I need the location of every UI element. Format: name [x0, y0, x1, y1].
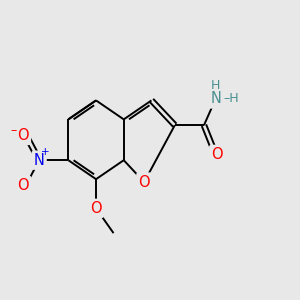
Text: O: O	[90, 201, 102, 216]
Text: H: H	[211, 79, 220, 92]
Text: –H: –H	[224, 92, 239, 106]
Text: O: O	[138, 175, 150, 190]
Text: +: +	[41, 147, 50, 157]
Text: N: N	[34, 153, 45, 168]
Text: N: N	[210, 92, 221, 106]
Text: –: –	[11, 124, 17, 137]
Text: O: O	[211, 147, 223, 162]
Text: O: O	[17, 178, 29, 193]
Text: O: O	[17, 128, 29, 143]
